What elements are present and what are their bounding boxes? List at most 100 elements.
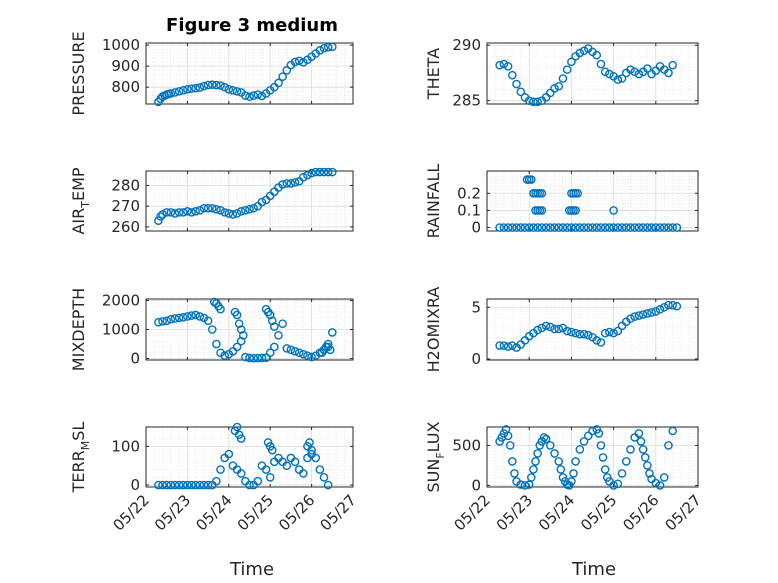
data-point — [659, 473, 669, 482]
data-point — [567, 223, 576, 232]
data-point — [278, 72, 287, 81]
data-point — [571, 206, 580, 215]
axes-box — [486, 298, 699, 361]
data-point — [541, 321, 551, 331]
axes-box — [145, 42, 354, 105]
y-tick-label: 500 — [452, 436, 481, 454]
data-point — [241, 91, 250, 100]
data-point — [232, 342, 242, 352]
data-point — [638, 310, 648, 319]
y-axis-label: TERRMSL — [69, 422, 92, 494]
data-point — [166, 480, 176, 490]
data-point — [232, 310, 242, 320]
data-point — [668, 60, 677, 70]
data-point — [245, 92, 254, 101]
data-point — [178, 312, 188, 322]
data-point — [516, 223, 526, 232]
data-point — [270, 322, 279, 331]
data-point — [257, 353, 267, 363]
data-point — [187, 480, 196, 490]
data-point — [579, 223, 589, 232]
data-point — [617, 74, 627, 83]
data-point — [583, 330, 593, 340]
data-point — [249, 353, 258, 363]
y-tick-label: 100 — [111, 437, 140, 455]
data-point — [527, 175, 536, 184]
data-point — [187, 311, 196, 320]
y-axis-label: MIXDEPTH — [69, 288, 88, 371]
data-point — [556, 465, 566, 474]
axes-box — [486, 42, 699, 105]
data-point — [634, 429, 644, 438]
data-point — [626, 314, 635, 323]
axes-box — [486, 170, 699, 232]
data-point — [232, 87, 242, 96]
x-tick-label: 05/25 — [234, 491, 277, 534]
data-point — [232, 422, 242, 432]
data-point — [282, 461, 292, 471]
data-point — [672, 301, 682, 311]
data-point — [286, 345, 296, 355]
data-point — [571, 457, 580, 466]
data-point — [596, 338, 606, 347]
data-point — [529, 223, 538, 232]
y-tick-label: 290 — [452, 36, 481, 54]
data-point — [311, 453, 321, 463]
figure-title: Figure 3 medium — [166, 15, 338, 36]
data-point — [600, 67, 610, 77]
data-point — [290, 457, 300, 467]
data-point — [238, 331, 248, 340]
data-point — [636, 437, 646, 446]
data-point — [643, 461, 652, 470]
data-point — [203, 80, 213, 90]
data-point — [307, 168, 316, 178]
data-point — [541, 434, 551, 444]
data-point — [533, 223, 542, 232]
y-tick-label: 1000 — [102, 321, 140, 339]
data-point — [668, 300, 677, 310]
data-point — [305, 438, 314, 447]
data-point — [183, 207, 192, 216]
data-point — [236, 207, 246, 216]
data-point — [524, 223, 534, 232]
data-point — [539, 433, 549, 442]
data-point — [278, 319, 287, 328]
data-point — [236, 325, 246, 334]
data-point — [311, 167, 321, 177]
data-point — [290, 178, 300, 187]
x-tick-label: 05/24 — [192, 491, 235, 534]
data-point — [183, 480, 192, 490]
data-point — [651, 66, 661, 76]
data-point — [207, 325, 217, 334]
data-point — [216, 81, 225, 90]
data-point — [550, 324, 559, 334]
data-point — [327, 328, 337, 337]
y-axis-label: AIRTEMP — [69, 167, 92, 234]
data-point — [261, 353, 271, 362]
data-point — [315, 465, 325, 474]
data-point — [630, 312, 640, 321]
data-point — [503, 342, 513, 351]
data-point — [495, 341, 504, 350]
data-point — [596, 59, 606, 69]
data-point — [537, 188, 547, 198]
subplot-theta: 285 290 THETA — [424, 36, 699, 110]
data-point — [592, 223, 602, 232]
data-point — [592, 50, 602, 60]
data-point — [154, 216, 163, 225]
data-point — [668, 426, 677, 436]
data-point — [323, 480, 333, 490]
data-point — [503, 61, 513, 71]
data-point — [156, 212, 165, 221]
data-point — [541, 93, 551, 102]
axes-box — [145, 170, 354, 232]
data-point — [510, 469, 519, 478]
data-point — [546, 223, 555, 232]
subplot-mixdepth: 0 1000 2000 MIXDEPTH — [69, 288, 354, 371]
data-point — [550, 449, 559, 458]
data-point — [315, 46, 325, 55]
data-point — [503, 223, 513, 232]
data-point — [261, 465, 271, 474]
data-point — [495, 223, 504, 232]
data-point — [588, 223, 597, 232]
